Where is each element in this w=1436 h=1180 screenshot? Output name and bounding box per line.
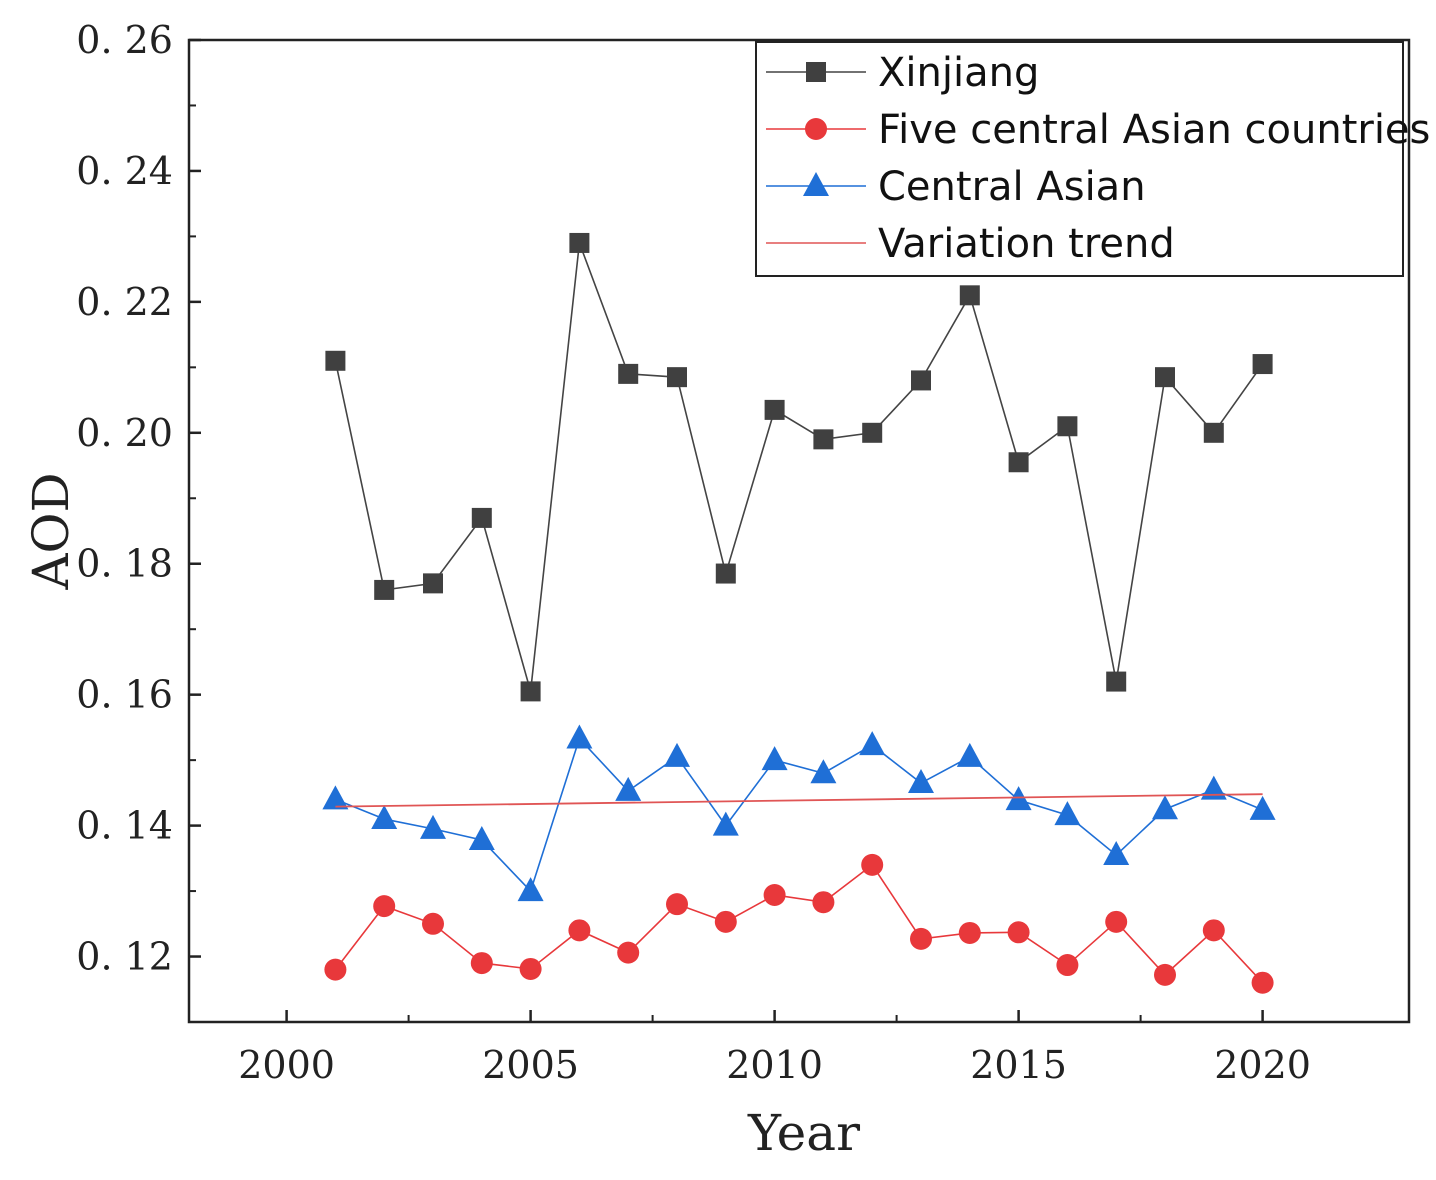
data-point (371, 805, 398, 830)
data-point (1200, 775, 1227, 800)
data-point (422, 912, 444, 935)
data-point (761, 746, 788, 771)
data-point (519, 957, 542, 980)
data-point (1252, 354, 1273, 375)
data-point (959, 285, 980, 306)
data-point (1054, 801, 1081, 826)
x-tick-label: 2005 (482, 1043, 579, 1087)
data-point (714, 910, 737, 933)
data-point (468, 826, 495, 851)
data-point (1057, 416, 1078, 437)
legend-marker (803, 172, 829, 196)
x-tick-label: 2000 (238, 1043, 335, 1087)
data-point (666, 893, 688, 916)
data-point (1203, 422, 1224, 443)
legend-marker (806, 62, 826, 82)
y-tick-label: 0. 22 (76, 280, 173, 324)
data-point (1155, 367, 1175, 388)
data-point (517, 877, 544, 902)
data-point (1056, 954, 1079, 977)
plot-area-frame (187, 38, 1411, 1024)
data-point (810, 759, 837, 784)
data-point (664, 742, 690, 767)
legend-label: Xinjiang (878, 50, 1039, 96)
data-point (374, 579, 395, 600)
y-axis-title: AOD (22, 472, 80, 590)
data-point (617, 941, 640, 964)
x-tick-label: 2010 (726, 1043, 823, 1087)
data-point (1251, 971, 1274, 994)
y-tick-label: 0. 20 (76, 411, 173, 455)
legend-entry: Variation trend (766, 221, 1175, 267)
y-tick-label: 0. 12 (76, 935, 173, 979)
data-point (1103, 841, 1130, 866)
data-point (764, 399, 785, 420)
data-point (325, 350, 346, 371)
series-line (334, 242, 1264, 692)
series-five-central-asian-countries (324, 853, 1274, 994)
data-point (1106, 671, 1127, 692)
legend-marker (805, 118, 827, 140)
y-tick-label: 0. 18 (76, 542, 173, 586)
data-point (812, 891, 835, 914)
data-point (373, 895, 396, 918)
data-point (1249, 795, 1276, 820)
series-xinjiang (325, 232, 1273, 702)
data-point (958, 921, 981, 944)
data-point (569, 232, 590, 253)
data-point (566, 724, 593, 749)
y-tick-labels: 0. 12 0. 14 0. 16 0. 18 0. 20 0. 22 0. 24 0. 26 (76, 18, 173, 979)
data-point (618, 363, 639, 384)
data-point (568, 919, 591, 942)
x-tick-label: 2020 (1214, 1043, 1311, 1087)
data-point (423, 573, 443, 594)
y-tick-label: 0. 14 (76, 804, 173, 848)
legend-label: Five central Asian countries (878, 107, 1430, 153)
data-point (813, 429, 834, 450)
x-tick-labels: 2000 2005 2010 2015 2020 (238, 1043, 1311, 1087)
data-point (520, 681, 541, 702)
data-point (859, 731, 886, 756)
y-tick-label: 0. 16 (76, 673, 173, 717)
legend-box (755, 41, 1404, 277)
legend-label: Variation trend (878, 221, 1175, 267)
data-point (1008, 452, 1029, 473)
legend-entry: Central Asian (766, 164, 1146, 210)
trend-line (335, 793, 1263, 808)
data-point (712, 811, 739, 836)
data-point (910, 927, 932, 950)
data-point (715, 563, 736, 584)
data-point (667, 367, 687, 388)
data-point (615, 776, 642, 801)
data-point (1007, 921, 1030, 944)
series-layer (322, 232, 1276, 994)
data-point (1154, 963, 1176, 986)
data-point (470, 952, 493, 975)
data-point (862, 422, 883, 443)
legend-entry: Five central Asian countries (766, 107, 1430, 153)
data-point (1105, 910, 1128, 933)
y-tick-label: 0. 26 (76, 18, 173, 62)
data-point (420, 814, 446, 839)
series-central-asian (322, 724, 1276, 902)
data-point (471, 507, 492, 528)
data-point (861, 853, 884, 876)
legend-label: Central Asian (878, 164, 1146, 210)
data-point (763, 883, 786, 906)
data-point (1152, 795, 1178, 820)
legend: Xinjiang Five central Asian countries Cent… (755, 41, 1430, 277)
data-point (908, 769, 934, 794)
data-point (324, 958, 347, 981)
series-line (335, 736, 1263, 893)
y-tick-label: 0. 24 (76, 149, 173, 193)
x-axis-title: Year (747, 1104, 860, 1162)
x-tick-label: 2015 (970, 1043, 1067, 1087)
data-point (1202, 919, 1225, 942)
data-point (911, 370, 931, 391)
data-point (322, 785, 349, 810)
legend-entry: Xinjiang (766, 50, 1039, 96)
data-point (956, 742, 983, 767)
